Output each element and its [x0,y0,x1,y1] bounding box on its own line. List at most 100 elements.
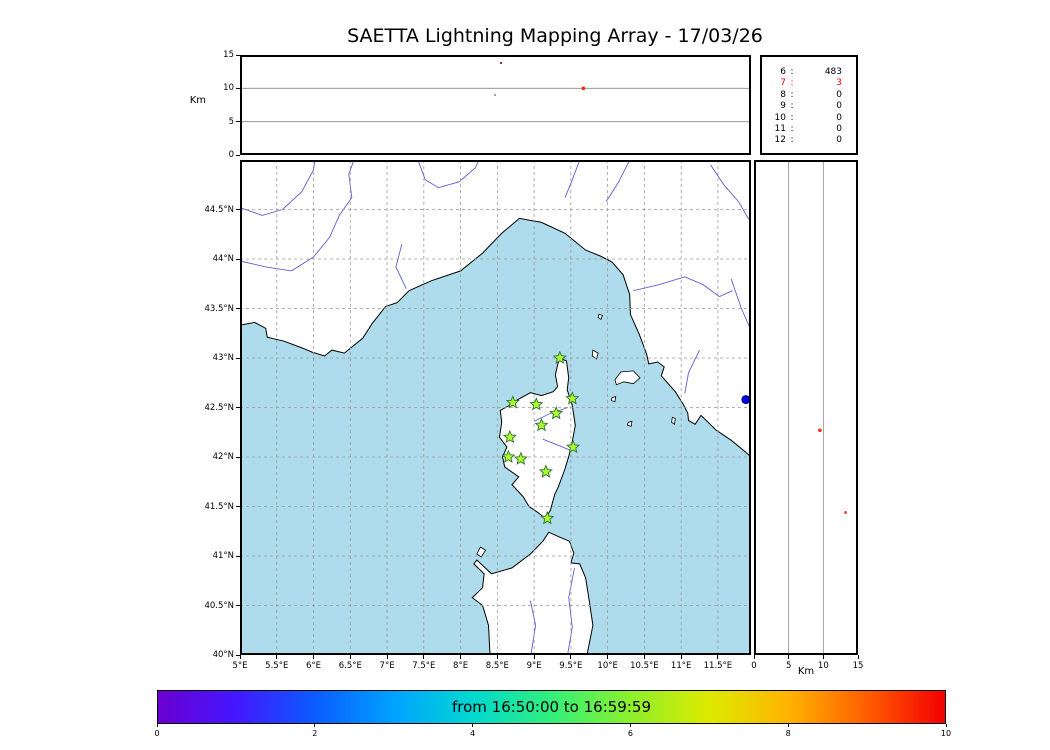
station-count-cell: : [790,112,794,123]
river-line [417,160,480,189]
station-star-marker [534,417,549,432]
colorbar-tick-label: 6 [627,729,633,738]
map-panel [240,160,751,655]
tick-mark [156,724,158,727]
station-count-cell: 0 [836,89,842,100]
tick-mark [236,209,240,210]
tick-mark [236,87,240,89]
lat-tick-label: 41.5°N [204,501,234,512]
tick-mark [236,357,240,359]
station-count-cell: 0 [836,124,842,135]
river-line [710,164,750,220]
lon-tick-label: 11°E [670,661,692,671]
station-count-cell: : [790,101,794,112]
lightning-source-point [494,93,497,97]
station-count-row: 7: 3 [762,78,856,89]
lat-tick-label: 40°N [212,650,234,660]
station-star-marker [538,464,553,478]
lat-tick-label: 41°N [212,551,234,561]
corsica-coastline [498,357,576,520]
station-count-cell: 0 [836,135,842,146]
lon-tick-label: 11.5°E [703,661,733,671]
tick-mark [236,506,240,507]
river-line [684,349,700,394]
tick-mark [276,655,278,659]
tick-mark [236,54,240,56]
tick-mark [753,655,755,659]
alt-lon-panel-border [240,55,751,155]
station-star-marker [529,397,544,411]
mainland-coastline [240,160,751,458]
lon-tick-label: 5°E [232,661,248,671]
island-coastline [610,396,617,403]
river-line [730,278,751,331]
tick-mark [236,121,240,123]
alt-tick-label: 5 [228,116,234,127]
station-count-row: 9: 0 [762,101,856,112]
lightning-source-point [499,61,503,65]
lightning-source-point [844,510,848,514]
tick-mark [643,655,645,659]
tick-mark [236,154,240,156]
lat-tick-label: 44.5°N [204,204,234,215]
tick-mark [349,655,351,659]
tick-mark [472,724,474,727]
lat-tick-label: 42°N [212,452,234,462]
lat-tick-label: 42.5°N [204,402,234,413]
lon-tick-label: 8°E [453,661,469,671]
altitude-axis-label: Km [189,95,206,106]
lon-tick-label: 9.5°E [559,661,583,671]
alt-tick-label: 10 [223,83,234,94]
tick-mark [423,655,425,659]
river-line [240,160,355,272]
lat-tick-label: 44°N [212,254,234,264]
river-line [605,160,631,202]
tick-mark [236,308,240,309]
figure-title: SAETTA Lightning Mapping Array - 17/03/2… [347,25,763,47]
station-count-cell: : [790,124,794,135]
lon-tick-label: 10°E [597,661,618,671]
tick-mark [787,724,789,727]
lat-tick-label: 40.5°N [204,600,234,611]
station-count-cell: 11 [774,124,786,135]
tick-mark [822,655,824,659]
tick-mark [788,655,790,659]
tick-mark [857,655,859,659]
altitude-longitude-panel [240,55,751,155]
lightning-source-point [581,86,586,91]
lon-tick-label: 8.5°E [485,661,509,671]
station-count-row: 8: 0 [762,90,856,101]
tick-mark [236,456,240,458]
tick-mark [460,655,462,659]
colorbar-tick-label: 0 [154,729,160,738]
station-count-box: 6: 483 7: 3 8: 0 9: 0 10: 0 11: 0 12: 0 [760,55,858,155]
river-line [633,276,733,298]
station-star-marker [552,350,567,364]
tick-mark [239,655,241,659]
station-count-cell: 0 [836,101,842,112]
colorbar-tick-label: 8 [785,729,791,738]
island-coastline [591,349,599,360]
lightning-source-point [741,395,751,405]
tick-mark [629,724,631,727]
tick-mark [236,605,240,606]
tick-mark [533,655,535,659]
colorbar-tick-label: 10 [940,729,952,738]
island-coastline [476,546,487,558]
colorbar-tick-label: 4 [470,729,476,738]
tick-mark [314,724,316,727]
tick-mark [236,654,240,656]
station-count-cell: 3 [836,78,842,89]
river-line [529,600,537,654]
station-count-cell: 483 [824,67,842,77]
station-star-marker [566,439,581,454]
tick-mark [313,655,315,659]
station-count-cell: : [790,67,794,77]
lon-tick-label: 6.5°E [338,661,362,671]
sardinia-coastline [471,531,594,655]
km-tick-label: 0 [751,661,757,671]
river-line [395,244,407,289]
station-count-cell: 6 [780,67,786,77]
station-count-cell: 8 [780,89,786,100]
